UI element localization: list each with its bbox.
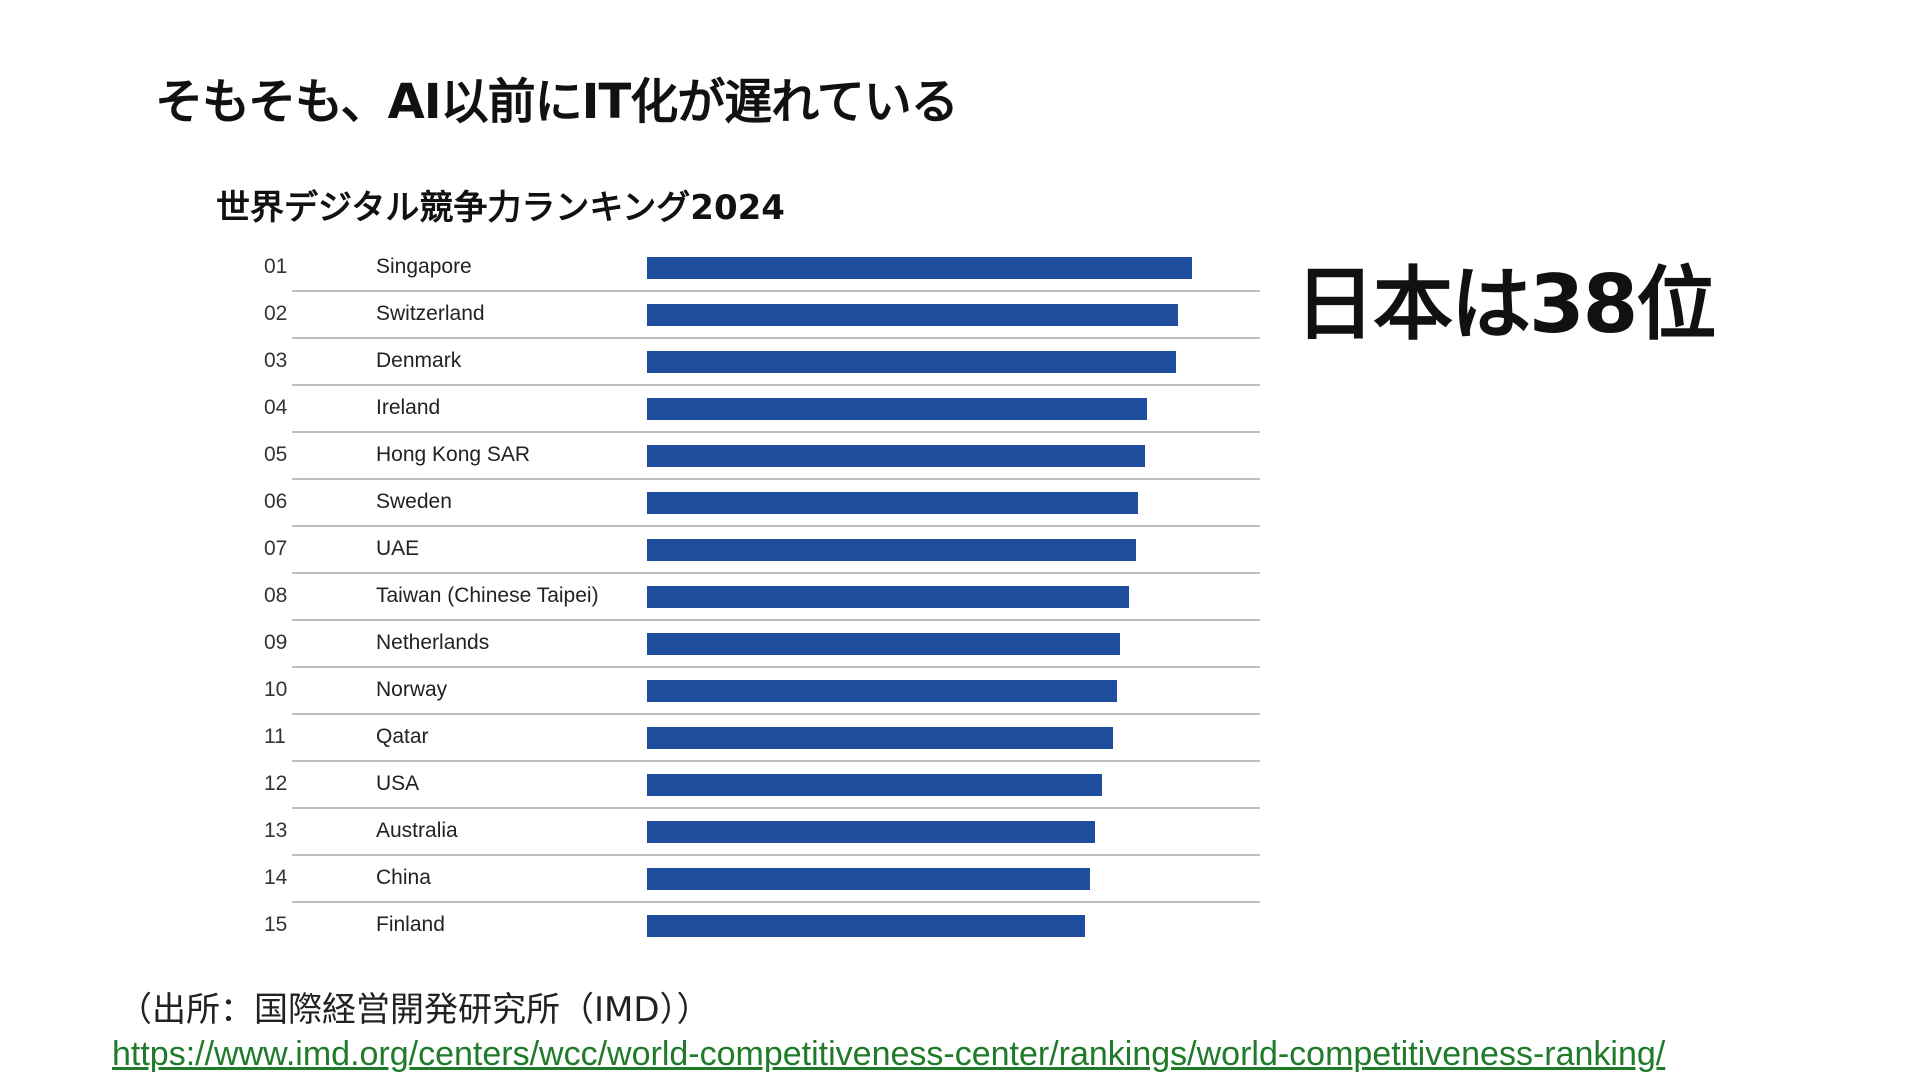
ranking-row: 07 UAE bbox=[240, 527, 1260, 574]
country-label: Singapore bbox=[376, 255, 472, 278]
ranking-row: 15 Finland bbox=[240, 903, 1260, 950]
row-divider bbox=[292, 431, 1260, 433]
country-label: Taiwan (Chinese Taipei) bbox=[376, 584, 599, 607]
ranking-row: 10 Norway bbox=[240, 668, 1260, 715]
ranking-row: 13 Australia bbox=[240, 809, 1260, 856]
chart-title: 世界デジタル競争力ランキング2024 bbox=[216, 188, 785, 228]
rank-label: 01 bbox=[264, 255, 288, 278]
rank-label: 05 bbox=[264, 443, 288, 466]
ranking-row: 04 Ireland bbox=[240, 386, 1260, 433]
ranking-chart: 01 Singapore 02 Switzerland 03 Denmark 04 Irela… bbox=[240, 245, 1260, 950]
ranking-row: 11 Qatar bbox=[240, 715, 1260, 762]
rank-label: 15 bbox=[264, 913, 288, 936]
rank-label: 04 bbox=[264, 396, 288, 419]
ranking-row: 08 Taiwan (Chinese Taipei) bbox=[240, 574, 1260, 621]
source-citation: （出所：国際経営開発研究所（IMD）） bbox=[118, 990, 711, 1030]
source-link[interactable]: https://www.imd.org/centers/wcc/world-co… bbox=[112, 1035, 1666, 1073]
ranking-bar bbox=[647, 633, 1121, 655]
row-divider bbox=[292, 337, 1260, 339]
row-divider bbox=[292, 619, 1260, 621]
country-label: Norway bbox=[376, 678, 448, 701]
ranking-bar bbox=[647, 257, 1192, 279]
country-label: Australia bbox=[376, 819, 458, 842]
country-label: USA bbox=[376, 772, 420, 795]
row-divider bbox=[292, 901, 1260, 903]
row-divider bbox=[292, 854, 1260, 856]
rank-label: 13 bbox=[264, 819, 288, 842]
ranking-bar bbox=[647, 586, 1129, 608]
row-divider bbox=[292, 290, 1260, 292]
ranking-bar bbox=[647, 774, 1103, 796]
row-divider bbox=[292, 760, 1260, 762]
country-label: Switzerland bbox=[376, 302, 485, 325]
rank-label: 03 bbox=[264, 349, 288, 372]
ranking-row: 03 Denmark bbox=[240, 339, 1260, 386]
country-label: Finland bbox=[376, 913, 445, 936]
rank-label: 08 bbox=[264, 584, 288, 607]
ranking-row: 06 Sweden bbox=[240, 480, 1260, 527]
row-divider bbox=[292, 572, 1260, 574]
ranking-bar bbox=[647, 304, 1179, 326]
row-divider bbox=[292, 713, 1260, 715]
ranking-bar bbox=[647, 727, 1113, 749]
ranking-bar bbox=[647, 351, 1176, 373]
japan-rank-callout: 日本は38位 bbox=[1295, 258, 1716, 351]
ranking-row: 05 Hong Kong SAR bbox=[240, 433, 1260, 480]
ranking-bar bbox=[647, 398, 1147, 420]
ranking-row: 01 Singapore bbox=[240, 245, 1260, 292]
rank-label: 10 bbox=[264, 678, 288, 701]
country-label: Hong Kong SAR bbox=[376, 443, 531, 466]
rank-label: 06 bbox=[264, 490, 288, 513]
row-divider bbox=[292, 478, 1260, 480]
ranking-row: 12 USA bbox=[240, 762, 1260, 809]
rank-label: 14 bbox=[264, 866, 288, 889]
row-divider bbox=[292, 384, 1260, 386]
row-divider bbox=[292, 807, 1260, 809]
rank-label: 11 bbox=[264, 725, 286, 748]
ranking-bar bbox=[647, 680, 1118, 702]
country-label: Qatar bbox=[376, 725, 429, 748]
slide-title: そもそも、AI以前にIT化が遅れている bbox=[155, 74, 959, 130]
country-label: China bbox=[376, 866, 431, 889]
country-label: Ireland bbox=[376, 396, 441, 419]
ranking-row: 09 Netherlands bbox=[240, 621, 1260, 668]
ranking-bar bbox=[647, 915, 1085, 937]
row-divider bbox=[292, 525, 1260, 527]
ranking-bar bbox=[647, 539, 1136, 561]
ranking-bar bbox=[647, 868, 1090, 890]
rank-label: 07 bbox=[264, 537, 288, 560]
country-label: Netherlands bbox=[376, 631, 490, 654]
country-label: UAE bbox=[376, 537, 420, 560]
rank-label: 12 bbox=[264, 772, 288, 795]
row-divider bbox=[292, 666, 1260, 668]
ranking-bar bbox=[647, 445, 1146, 467]
ranking-row: 02 Switzerland bbox=[240, 292, 1260, 339]
rank-label: 09 bbox=[264, 631, 288, 654]
ranking-row: 14 China bbox=[240, 856, 1260, 903]
country-label: Sweden bbox=[376, 490, 452, 513]
ranking-bar bbox=[647, 821, 1095, 843]
rank-label: 02 bbox=[264, 302, 288, 325]
country-label: Denmark bbox=[376, 349, 462, 372]
ranking-bar bbox=[647, 492, 1139, 514]
